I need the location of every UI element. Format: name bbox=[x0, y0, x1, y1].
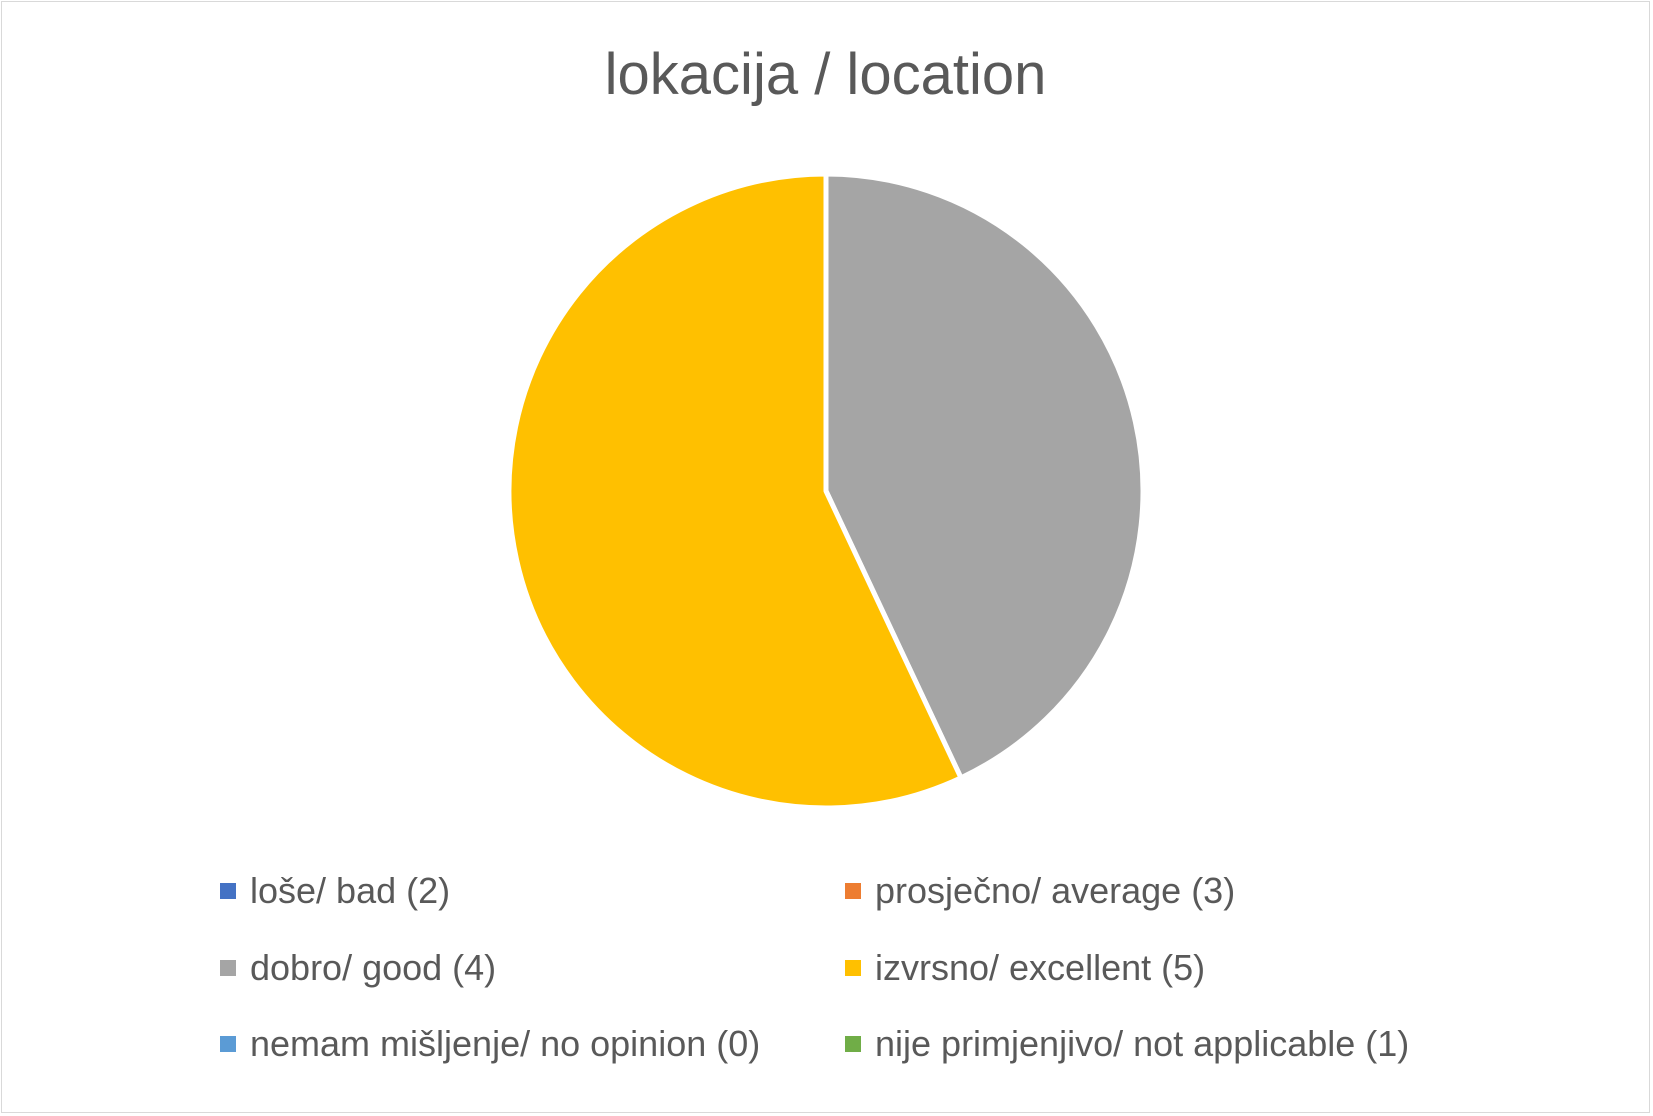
legend-swatch-excellent bbox=[845, 960, 861, 976]
legend-label-good: dobro/ good (4) bbox=[250, 947, 497, 988]
legend-label-bad: loše/ bad (2) bbox=[250, 870, 451, 911]
chart-title: lokacija / location bbox=[604, 42, 1047, 107]
pie-slice-good bbox=[823, 171, 1146, 781]
legend-swatch-not-applicable bbox=[845, 1036, 861, 1052]
legend-label-average: prosječno/ average (3) bbox=[875, 870, 1236, 911]
legend-swatch-bad bbox=[220, 883, 236, 899]
legend-swatch-good bbox=[220, 960, 236, 976]
legend-item-excellent: izvrsno/ excellent (5) bbox=[845, 947, 1205, 989]
legend-label-not-applicable: nije primjenjivo/ not applicable (1) bbox=[875, 1023, 1410, 1064]
legend-item-not-applicable: nije primjenjivo/ not applicable (1) bbox=[845, 1023, 1409, 1065]
pie-slice-excellent bbox=[506, 171, 964, 811]
legend-item-good: dobro/ good (4) bbox=[220, 947, 496, 989]
legend-swatch-average bbox=[845, 883, 861, 899]
legend-label-excellent: izvrsno/ excellent (5) bbox=[875, 947, 1206, 988]
legend-item-average: prosječno/ average (3) bbox=[845, 870, 1235, 912]
pie-slices bbox=[506, 171, 1146, 811]
legend-swatch-no-opinion bbox=[220, 1036, 236, 1052]
legend-label-no-opinion: nemam mišljenje/ no opinion (0) bbox=[250, 1023, 761, 1064]
legend-item-bad: loše/ bad (2) bbox=[220, 870, 450, 912]
legend-item-no-opinion: nemam mišljenje/ no opinion (0) bbox=[220, 1023, 760, 1065]
